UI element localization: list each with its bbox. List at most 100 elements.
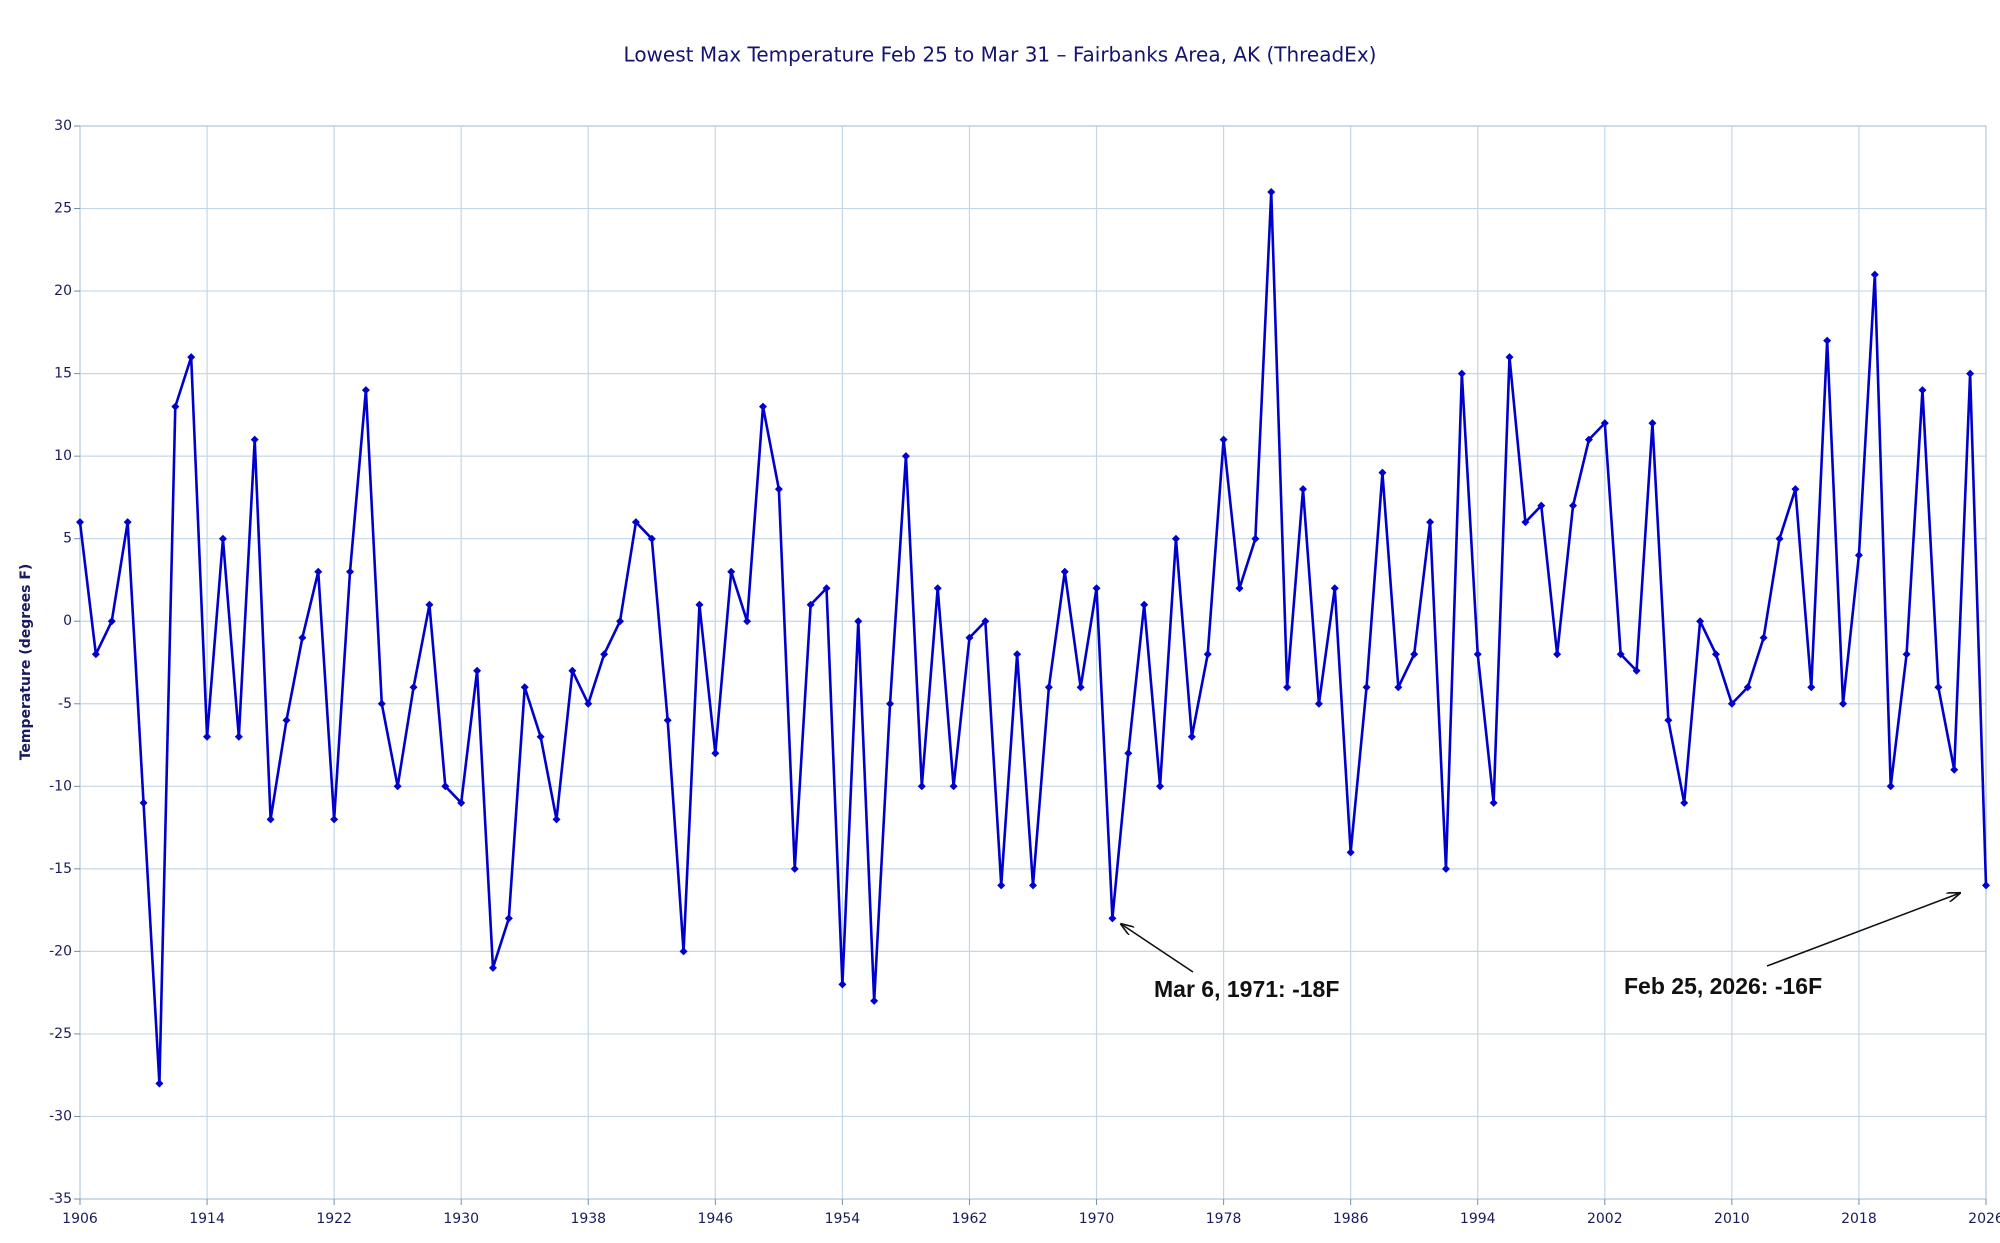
y-tick-label: 5	[63, 531, 72, 547]
data-point	[1521, 518, 1530, 527]
data-point	[171, 402, 180, 411]
data-point	[679, 947, 688, 956]
data-point	[1791, 485, 1800, 494]
data-point	[1299, 485, 1308, 494]
data-point	[1156, 782, 1165, 791]
data-point	[552, 815, 561, 824]
y-tick-label: 20	[54, 283, 72, 299]
data-point	[822, 584, 831, 593]
data-point	[1839, 699, 1848, 708]
data-point	[1505, 353, 1514, 362]
data-point	[1648, 419, 1657, 428]
data-point	[1314, 699, 1323, 708]
data-point	[1632, 666, 1641, 675]
data-point	[346, 567, 355, 576]
data-point	[933, 584, 942, 593]
data-point	[314, 567, 323, 576]
data-point	[1283, 683, 1292, 692]
x-tick-label: 1906	[62, 1211, 98, 1227]
data-point	[1346, 848, 1355, 857]
data-point	[298, 633, 307, 642]
data-point	[282, 716, 291, 725]
data-point	[330, 815, 339, 824]
data-point	[886, 699, 895, 708]
data-point	[107, 617, 116, 626]
data-point	[1124, 749, 1133, 758]
data-point	[1029, 881, 1037, 890]
data-point	[1330, 584, 1339, 593]
data-point	[631, 518, 640, 527]
data-point	[536, 732, 545, 741]
data-point	[1060, 567, 1069, 576]
data-point	[1489, 798, 1498, 807]
grid	[79, 125, 1987, 1200]
y-tick-label: -10	[49, 778, 72, 794]
data-point	[1394, 683, 1403, 692]
data-point	[1553, 650, 1562, 659]
data-point	[854, 617, 863, 626]
data-point	[250, 435, 259, 444]
x-tick-label: 1994	[1460, 1211, 1496, 1227]
data-point	[838, 980, 847, 989]
x-tick-label: 1930	[443, 1211, 479, 1227]
data-point	[965, 633, 974, 642]
data-point	[1934, 683, 1943, 692]
data-point	[520, 683, 529, 692]
data-point	[1537, 501, 1546, 510]
data-point	[600, 650, 609, 659]
data-point	[997, 881, 1006, 890]
y-tick-label: -15	[49, 861, 72, 877]
x-tick-label: 1986	[1333, 1211, 1369, 1227]
data-point	[1219, 435, 1228, 444]
data-point	[806, 600, 815, 609]
data-point	[1140, 600, 1149, 609]
data-point	[584, 699, 593, 708]
x-tick-label: 1922	[316, 1211, 352, 1227]
data-point	[949, 782, 958, 791]
data-point	[1410, 650, 1419, 659]
data-point	[203, 732, 212, 741]
data-point	[663, 716, 672, 725]
data-point	[1584, 435, 1593, 444]
x-tick-label: 1970	[1079, 1211, 1115, 1227]
data-point	[727, 567, 736, 576]
data-point	[695, 600, 704, 609]
data-point	[1108, 914, 1117, 923]
data-point	[1854, 551, 1863, 560]
y-tick-label: -30	[49, 1108, 72, 1124]
data-point	[1171, 534, 1180, 543]
data-point	[1092, 584, 1101, 593]
x-tick-label: 1914	[189, 1211, 225, 1227]
data-point	[139, 798, 148, 807]
x-tick-label: 2026	[1968, 1211, 2000, 1227]
data-point	[1775, 534, 1784, 543]
data-point	[1966, 369, 1975, 378]
data-point	[234, 732, 243, 741]
y-tick-label: 10	[54, 448, 72, 464]
data-point	[1473, 650, 1482, 659]
x-tick-label: 1946	[698, 1211, 734, 1227]
data-point	[123, 518, 132, 527]
data-point	[1013, 650, 1022, 659]
data-point	[1076, 683, 1085, 692]
data-point	[1680, 798, 1689, 807]
y-tick-label: -35	[49, 1191, 72, 1207]
data-point	[1267, 188, 1276, 197]
x-tick-label: 1938	[570, 1211, 606, 1227]
data-point	[488, 963, 497, 972]
y-tick-label: -5	[58, 696, 72, 712]
data-point	[377, 699, 386, 708]
data-point	[981, 617, 990, 626]
data-point	[1711, 650, 1720, 659]
data-point	[917, 782, 926, 791]
data-point	[504, 914, 513, 923]
data-point	[187, 353, 196, 362]
data-point	[1950, 765, 1959, 774]
data-point	[1918, 386, 1927, 395]
data-point	[1616, 650, 1625, 659]
data-point	[1251, 534, 1260, 543]
annotation: Feb 25, 2026: -16F	[1624, 973, 1822, 999]
data-point	[393, 782, 402, 791]
